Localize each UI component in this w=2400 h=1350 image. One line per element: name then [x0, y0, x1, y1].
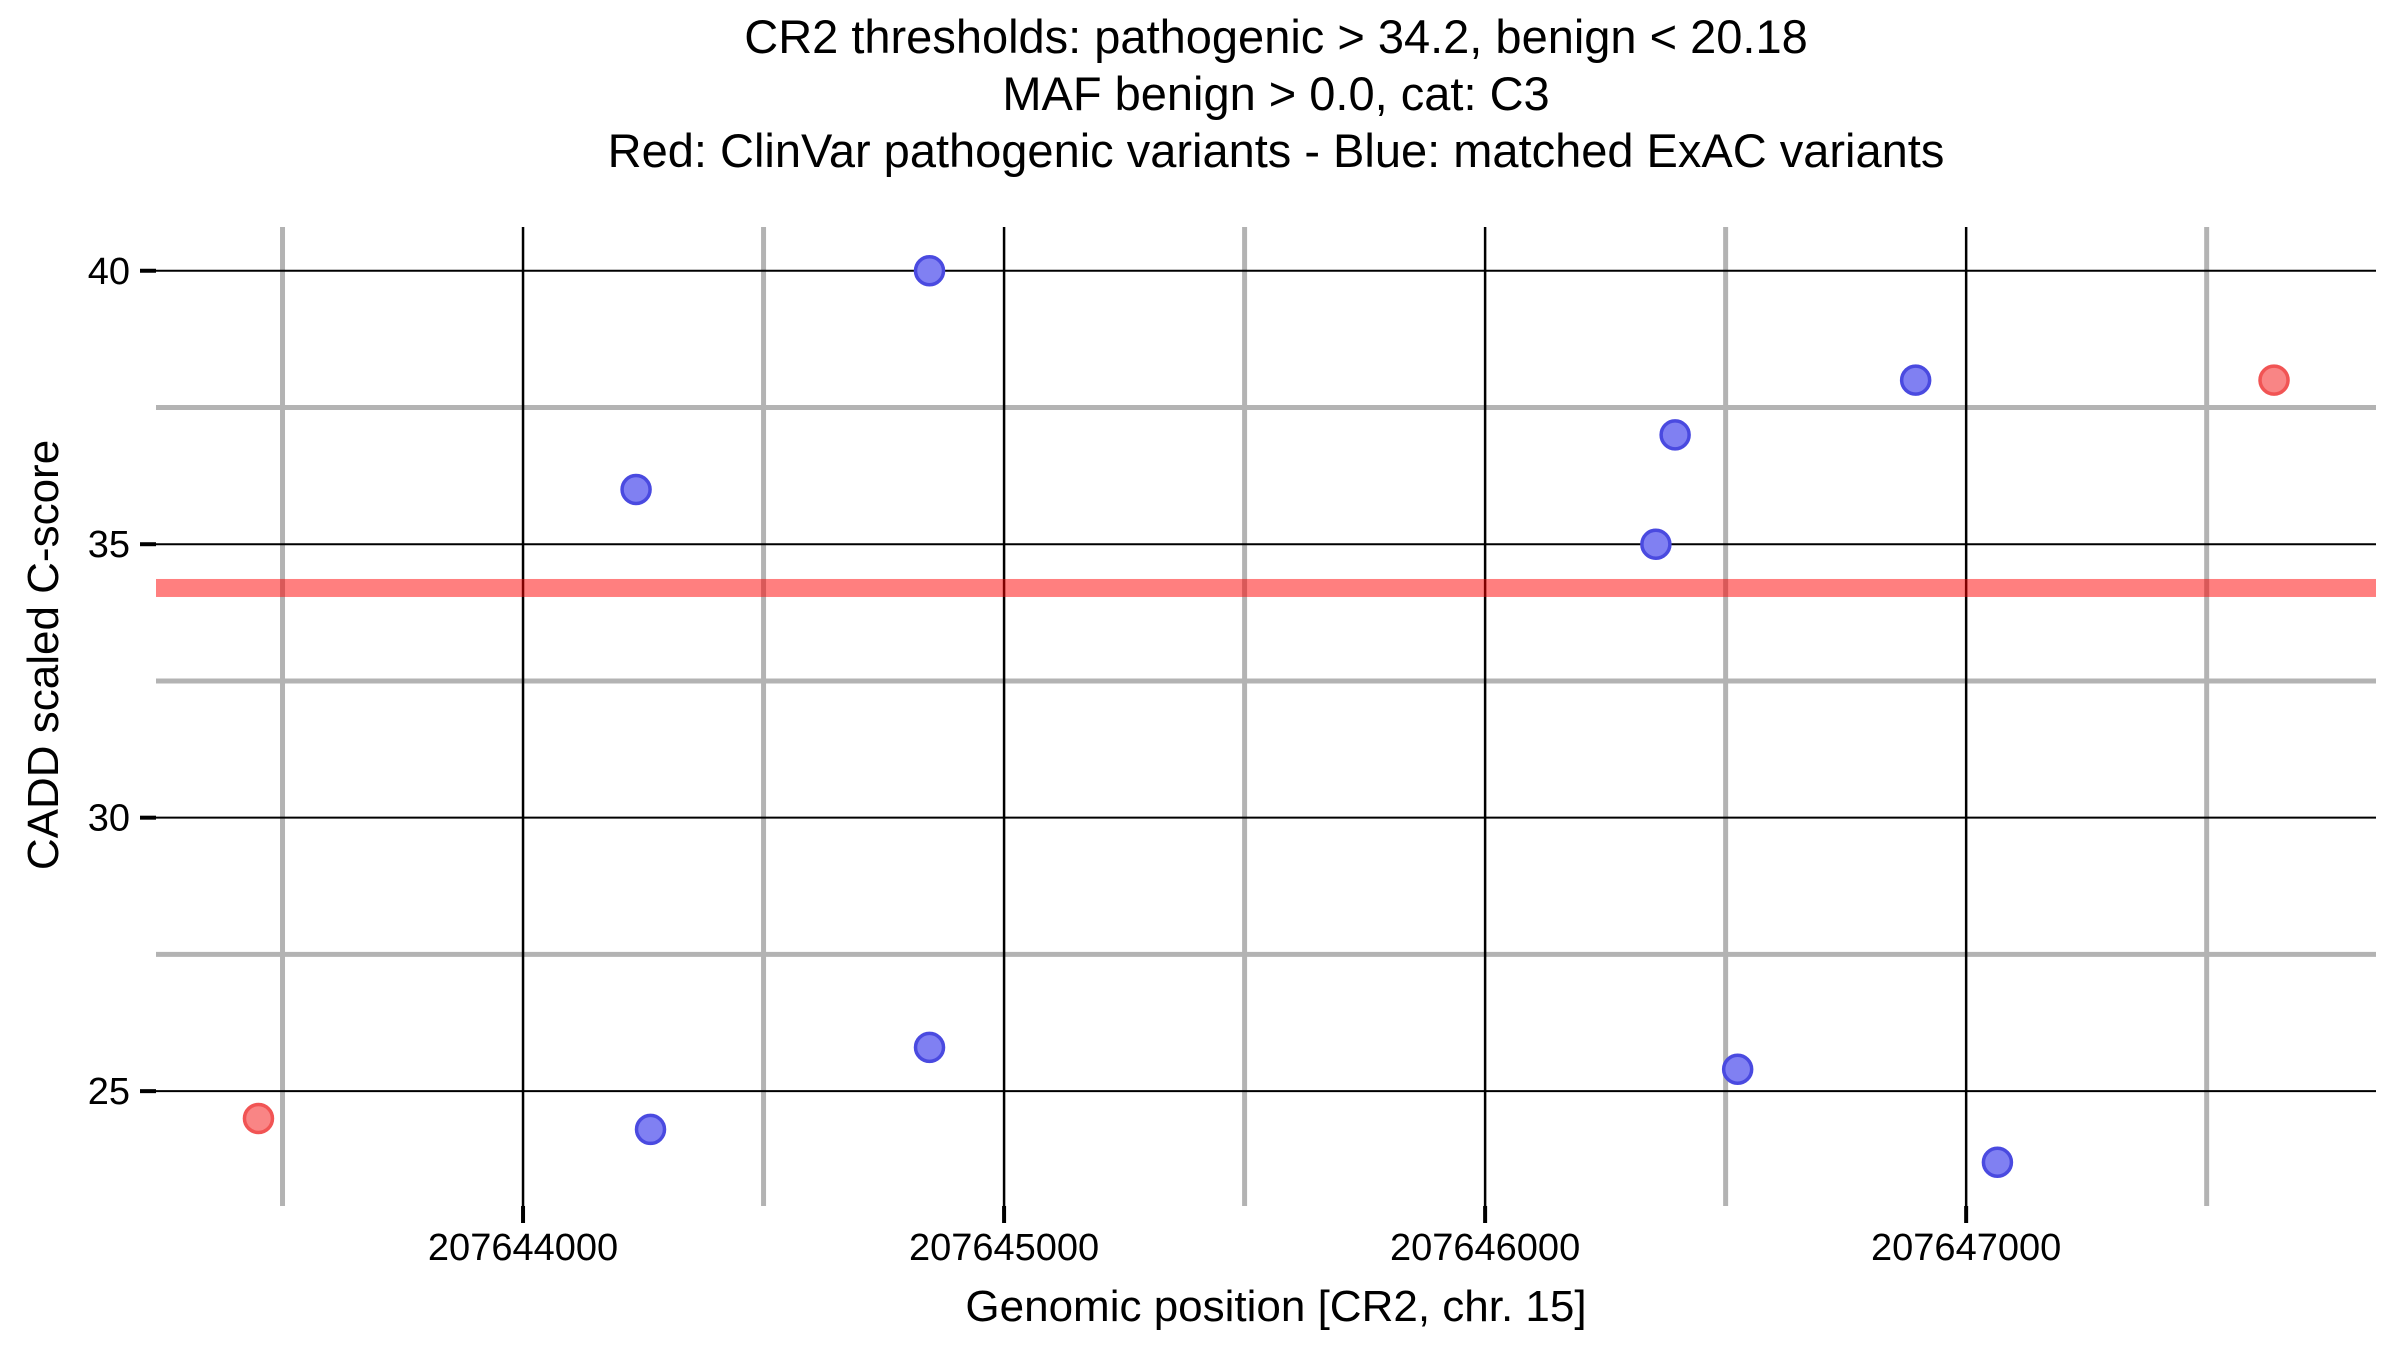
y-tick-label: 35: [88, 524, 130, 566]
exac-point: [620, 473, 652, 506]
pathogenic-threshold-band: [156, 578, 2376, 597]
x-tick-label: 207645000: [909, 1227, 1099, 1269]
chart-title-line-3: Red: ClinVar pathogenic variants - Blue:…: [607, 124, 1945, 177]
exac-point: [1721, 1053, 1754, 1086]
x-axis-title: Genomic position [CR2, chr. 15]: [965, 1282, 1587, 1331]
chart-title-line-2: MAF benign > 0.0, cat: C3: [1002, 67, 1550, 120]
y-tick-label: 40: [88, 251, 130, 293]
y-tick-label: 30: [88, 798, 130, 840]
x-tick-label: 207647000: [1871, 1227, 2061, 1269]
x-tick-label: 207646000: [1390, 1227, 1580, 1269]
chart-title-line-1: CR2 thresholds: pathogenic > 34.2, benig…: [744, 10, 1808, 63]
exac-point: [913, 1031, 946, 1064]
exac-point: [1640, 528, 1672, 560]
chart-title: CR2 thresholds: pathogenic > 34.2, benig…: [166, 8, 2386, 179]
exac-point: [1899, 364, 1932, 396]
exac-point: [1981, 1146, 2014, 1178]
exac-point: [913, 255, 946, 287]
x-tick-label: 207644000: [428, 1227, 618, 1269]
clinvar-point: [2258, 364, 2290, 396]
y-axis-title: CADD scaled C-score: [19, 439, 68, 871]
y-tick-label: 25: [88, 1071, 130, 1113]
exac-point: [634, 1113, 667, 1146]
exac-point: [1659, 419, 1691, 451]
clinvar-point: [242, 1102, 275, 1135]
